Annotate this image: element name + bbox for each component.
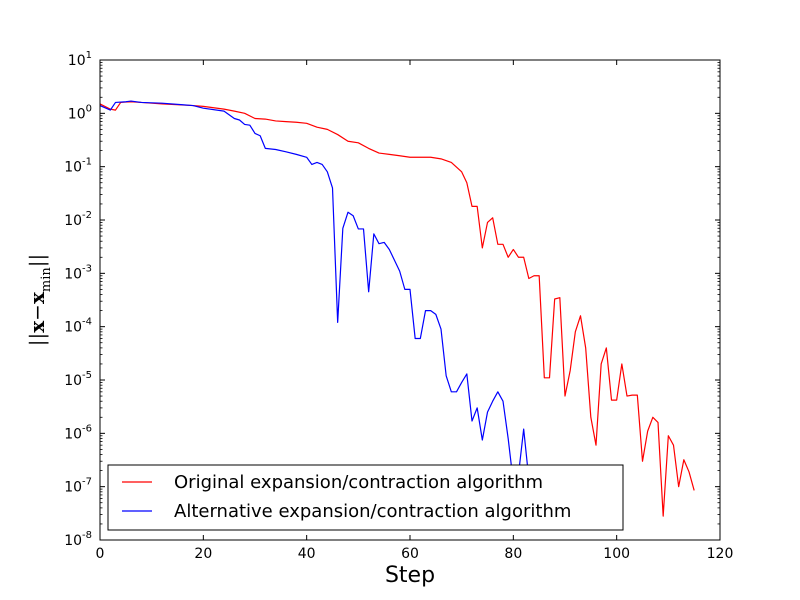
- x-tick-label: 20: [194, 546, 212, 562]
- y-tick-label: 10-8: [64, 530, 92, 549]
- ticks-layer: [99, 59, 721, 541]
- y-axis-label: ||x−xmin||: [25, 254, 54, 346]
- y-tick-label: 10-6: [64, 423, 92, 442]
- legend-label-alternative: Alternative expansion/contraction algori…: [174, 501, 571, 522]
- y-tick-label: 101: [68, 50, 92, 69]
- y-tick-label: 10-7: [64, 477, 92, 496]
- y-label-norm-right: ||: [25, 254, 50, 267]
- y-label-norm-left: ||: [25, 333, 50, 346]
- legend: Original expansion/contraction algorithm…: [107, 464, 624, 531]
- x-tick-label: 100: [603, 546, 630, 562]
- y-label-x: x: [25, 320, 49, 333]
- series-line-original: [100, 101, 695, 517]
- y-tick-label: 10-4: [64, 317, 92, 336]
- series-line-alternative: [100, 100, 530, 484]
- y-tick-label: 100: [68, 103, 92, 122]
- y-tick-label: 10-2: [64, 210, 92, 229]
- y-label-minus: −: [25, 304, 49, 321]
- series-layer: [100, 100, 695, 517]
- x-tick-label: 120: [707, 546, 734, 562]
- x-tick-label: 80: [504, 546, 522, 562]
- x-tick-label: 0: [96, 546, 105, 562]
- tick-labels-layer: 0 20 40 60 80 100 120 10-8 10-7 10-6 10-5 10-4 10-3 1…: [64, 50, 733, 562]
- y-label-subscript: min: [39, 267, 54, 292]
- x-tick-label: 60: [401, 546, 419, 562]
- y-tick-label: 10-3: [64, 263, 92, 282]
- legend-box: [107, 464, 624, 531]
- plot-area: [100, 60, 720, 540]
- y-label-x-sub-base: x: [25, 291, 49, 304]
- x-axis-label: Step: [385, 563, 435, 588]
- y-tick-label: 10-1: [64, 157, 92, 176]
- x-tick-label: 40: [298, 546, 316, 562]
- y-tick-label: 10-5: [64, 370, 92, 389]
- legend-label-original: Original expansion/contraction algorithm: [174, 472, 543, 493]
